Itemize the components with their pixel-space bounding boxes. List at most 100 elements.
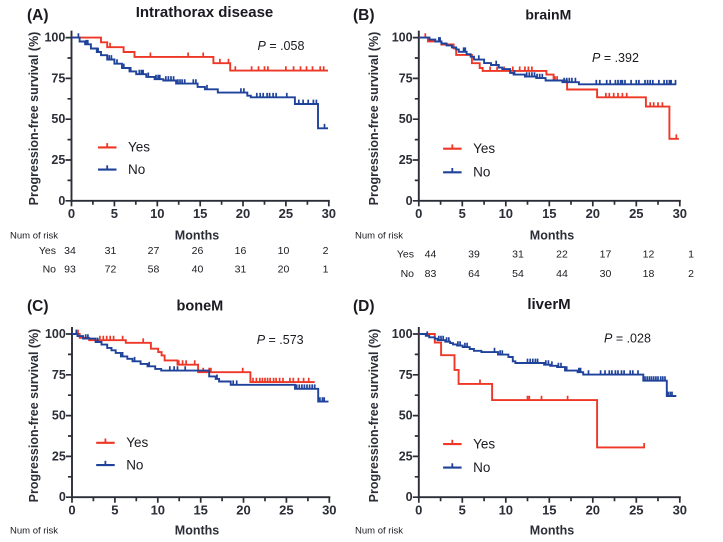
svg-text:25: 25 <box>52 449 66 463</box>
svg-text:0: 0 <box>68 502 75 517</box>
svg-text:75: 75 <box>399 71 413 85</box>
svg-text:(D): (D) <box>353 298 375 315</box>
svg-text:44: 44 <box>425 249 437 261</box>
svg-text:25: 25 <box>629 206 643 221</box>
svg-text:Yes: Yes <box>397 249 414 261</box>
svg-text:31: 31 <box>105 245 117 257</box>
svg-text:5: 5 <box>459 502 466 517</box>
svg-text:Num of risk: Num of risk <box>355 231 403 242</box>
svg-text:5: 5 <box>459 206 466 221</box>
svg-text:75: 75 <box>52 368 66 382</box>
svg-text:No: No <box>43 264 57 276</box>
svg-text:25: 25 <box>399 153 413 167</box>
svg-text:No: No <box>401 268 415 280</box>
svg-text:(B): (B) <box>353 7 375 24</box>
svg-text:30: 30 <box>322 502 336 517</box>
svg-text:No: No <box>473 460 490 475</box>
svg-text:75: 75 <box>399 368 413 382</box>
svg-text:15: 15 <box>542 502 556 517</box>
svg-text:12: 12 <box>643 249 655 261</box>
svg-text:No: No <box>128 162 145 177</box>
svg-text:20: 20 <box>586 502 600 517</box>
svg-text:93: 93 <box>64 264 76 276</box>
svg-text:54: 54 <box>512 268 524 280</box>
svg-text:34: 34 <box>64 245 76 257</box>
svg-text:10: 10 <box>150 206 164 221</box>
svg-text:Months: Months <box>530 229 574 243</box>
svg-text:Num of risk: Num of risk <box>355 526 403 537</box>
svg-text:No: No <box>473 165 490 180</box>
svg-text:10: 10 <box>499 502 513 517</box>
svg-text:30: 30 <box>600 268 612 280</box>
svg-text:Progression-free survival (%): Progression-free survival (%) <box>27 32 41 206</box>
svg-text:2: 2 <box>688 268 694 280</box>
svg-text:P = .392: P = .392 <box>592 51 639 65</box>
svg-text:Yes: Yes <box>126 435 148 450</box>
svg-text:20: 20 <box>278 264 290 276</box>
svg-text:Num of risk: Num of risk <box>10 526 58 537</box>
svg-text:Yes: Yes <box>39 245 56 257</box>
svg-text:50: 50 <box>399 409 413 423</box>
svg-text:20: 20 <box>236 206 250 221</box>
svg-text:10: 10 <box>151 502 165 517</box>
svg-text:0: 0 <box>406 194 413 208</box>
svg-text:1: 1 <box>323 264 329 276</box>
svg-text:25: 25 <box>279 206 293 221</box>
svg-text:83: 83 <box>425 268 437 280</box>
svg-text:5: 5 <box>111 206 118 221</box>
svg-text:(C): (C) <box>27 298 49 315</box>
svg-text:10: 10 <box>499 206 513 221</box>
svg-text:30: 30 <box>673 502 687 517</box>
svg-text:10: 10 <box>278 245 290 257</box>
svg-text:liverM: liverM <box>527 296 570 313</box>
svg-text:Progression-free survival (%): Progression-free survival (%) <box>367 32 381 206</box>
svg-text:72: 72 <box>105 264 117 276</box>
svg-text:100: 100 <box>392 327 413 341</box>
svg-text:16: 16 <box>235 245 247 257</box>
svg-text:0: 0 <box>59 490 66 504</box>
svg-text:100: 100 <box>44 31 65 45</box>
svg-text:31: 31 <box>512 249 524 261</box>
svg-text:Intrathorax disease: Intrathorax disease <box>136 4 274 21</box>
svg-text:58: 58 <box>148 264 160 276</box>
svg-text:25: 25 <box>51 153 65 167</box>
svg-text:P = .028: P = .028 <box>604 332 651 346</box>
svg-text:0: 0 <box>58 194 65 208</box>
svg-text:18: 18 <box>643 268 655 280</box>
svg-text:27: 27 <box>148 245 160 257</box>
svg-text:P = .058: P = .058 <box>258 39 305 53</box>
svg-text:0: 0 <box>406 490 413 504</box>
svg-text:20: 20 <box>586 206 600 221</box>
svg-text:15: 15 <box>193 206 207 221</box>
svg-text:20: 20 <box>236 502 250 517</box>
svg-text:Months: Months <box>530 524 574 538</box>
svg-text:Yes: Yes <box>473 436 495 451</box>
svg-text:40: 40 <box>192 264 204 276</box>
svg-text:(A): (A) <box>27 7 49 24</box>
svg-text:1: 1 <box>688 249 694 261</box>
svg-text:2: 2 <box>323 245 329 257</box>
svg-text:30: 30 <box>322 206 336 221</box>
svg-text:22: 22 <box>556 249 568 261</box>
svg-text:0: 0 <box>415 206 422 221</box>
svg-text:Progression-free survival (%): Progression-free survival (%) <box>367 329 381 503</box>
svg-text:64: 64 <box>468 268 480 280</box>
svg-text:Yes: Yes <box>128 140 150 155</box>
svg-text:25: 25 <box>399 449 413 463</box>
svg-text:30: 30 <box>673 206 687 221</box>
svg-text:50: 50 <box>51 112 65 126</box>
svg-text:31: 31 <box>235 264 247 276</box>
svg-text:15: 15 <box>193 502 207 517</box>
svg-text:100: 100 <box>45 327 66 341</box>
svg-text:Yes: Yes <box>473 141 495 156</box>
svg-text:44: 44 <box>556 268 568 280</box>
svg-text:25: 25 <box>279 502 293 517</box>
svg-text:26: 26 <box>192 245 204 257</box>
svg-text:P = .573: P = .573 <box>257 333 304 347</box>
svg-text:17: 17 <box>600 249 612 261</box>
svg-text:No: No <box>126 457 143 472</box>
svg-text:0: 0 <box>415 502 422 517</box>
svg-text:75: 75 <box>51 71 65 85</box>
svg-text:Progression-free survival (%): Progression-free survival (%) <box>27 329 41 503</box>
svg-text:25: 25 <box>629 502 643 517</box>
